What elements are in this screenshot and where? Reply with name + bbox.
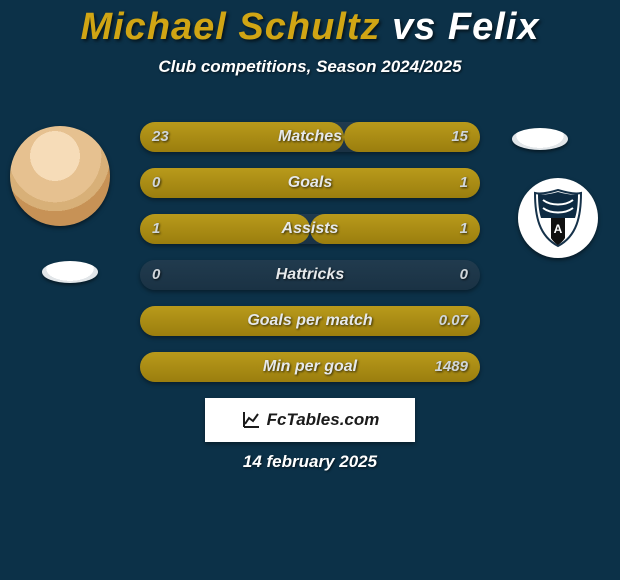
source-logo: FcTables.com [205, 398, 415, 442]
stat-row: Min per goal1489 [140, 352, 480, 382]
player-a-team-badge [42, 261, 98, 283]
stat-label: Hattricks [140, 260, 480, 290]
stat-row: 0Goals1 [140, 168, 480, 198]
stat-row: 0Hattricks0 [140, 260, 480, 290]
stat-label: Goals per match [140, 306, 480, 336]
stat-row: 1Assists1 [140, 214, 480, 244]
player-a-avatar [10, 126, 110, 226]
stat-row: Goals per match0.07 [140, 306, 480, 336]
subtitle: Club competitions, Season 2024/2025 [0, 57, 620, 77]
stat-value-right: 1 [460, 214, 468, 244]
stat-value-right: 0.07 [439, 306, 468, 336]
player-b-team-badge [512, 128, 568, 150]
player-b-name: Felix [448, 6, 540, 48]
shield-icon: A [531, 188, 585, 248]
title: Michael Schultz vs Felix [0, 0, 620, 49]
player-b-club-logo: A [518, 178, 598, 258]
stat-label: Min per goal [140, 352, 480, 382]
player-a-name: Michael Schultz [80, 6, 380, 48]
stat-row: 23Matches15 [140, 122, 480, 152]
stat-value-right: 1 [460, 168, 468, 198]
stat-label: Matches [140, 122, 480, 152]
comparison-card: Michael Schultz vs Felix Club competitio… [0, 0, 620, 580]
source-text: FcTables.com [267, 410, 380, 430]
stat-value-right: 1489 [435, 352, 468, 382]
date-text: 14 february 2025 [0, 452, 620, 472]
stat-rows: 23Matches150Goals11Assists10Hattricks0Go… [140, 122, 480, 398]
chart-icon [241, 410, 261, 430]
stat-label: Goals [140, 168, 480, 198]
stat-label: Assists [140, 214, 480, 244]
stat-value-right: 0 [460, 260, 468, 290]
vs-text: vs [392, 6, 448, 48]
stat-value-right: 15 [451, 122, 468, 152]
svg-text:A: A [554, 222, 563, 236]
